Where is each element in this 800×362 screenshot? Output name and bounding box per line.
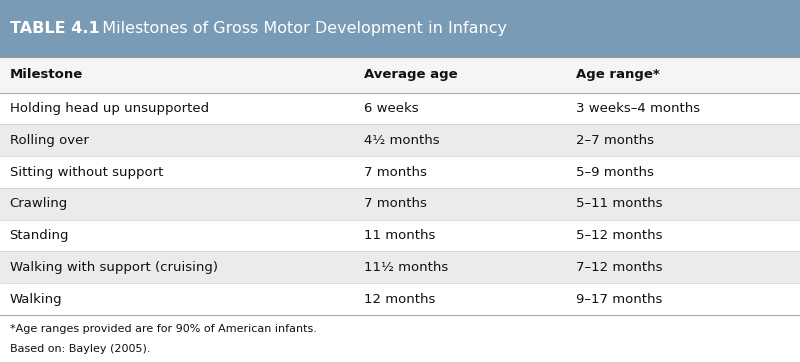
Text: 4½ months: 4½ months [364, 134, 440, 147]
Bar [0, 125, 800, 156]
Text: Crawling: Crawling [10, 197, 68, 210]
Text: *Age ranges provided are for 90% of American infants.: *Age ranges provided are for 90% of Amer… [10, 324, 317, 334]
Text: Walking: Walking [10, 292, 62, 306]
Bar [0, 93, 800, 125]
Text: 5–11 months: 5–11 months [576, 197, 662, 210]
Text: Milestone: Milestone [10, 68, 83, 81]
Text: 7 months: 7 months [364, 165, 427, 178]
Text: Sitting without support: Sitting without support [10, 165, 163, 178]
Text: 7–12 months: 7–12 months [576, 261, 662, 274]
Text: Walking with support (cruising): Walking with support (cruising) [10, 261, 218, 274]
Text: 5–12 months: 5–12 months [576, 229, 662, 242]
Text: TABLE 4.1: TABLE 4.1 [10, 21, 99, 36]
Text: Milestones of Gross Motor Development in Infancy: Milestones of Gross Motor Development in… [92, 21, 507, 36]
Text: Rolling over: Rolling over [10, 134, 89, 147]
Text: 11 months: 11 months [364, 229, 435, 242]
Text: Holding head up unsupported: Holding head up unsupported [10, 102, 209, 115]
Text: 11½ months: 11½ months [364, 261, 448, 274]
Bar [0, 57, 800, 93]
Text: 7 months: 7 months [364, 197, 427, 210]
Text: 2–7 months: 2–7 months [576, 134, 654, 147]
Text: 12 months: 12 months [364, 292, 435, 306]
Text: 9–17 months: 9–17 months [576, 292, 662, 306]
Bar [0, 188, 800, 220]
Text: Based on: Bayley (2005).: Based on: Bayley (2005). [10, 344, 150, 354]
Bar [0, 252, 800, 283]
Bar [0, 156, 800, 188]
Text: 3 weeks–4 months: 3 weeks–4 months [576, 102, 700, 115]
Text: Average age: Average age [364, 68, 458, 81]
Bar [0, 283, 800, 315]
Text: 5–9 months: 5–9 months [576, 165, 654, 178]
Text: 6 weeks: 6 weeks [364, 102, 418, 115]
Bar [0, 0, 800, 57]
Bar [0, 220, 800, 252]
Text: Age range*: Age range* [576, 68, 660, 81]
Text: Standing: Standing [10, 229, 69, 242]
